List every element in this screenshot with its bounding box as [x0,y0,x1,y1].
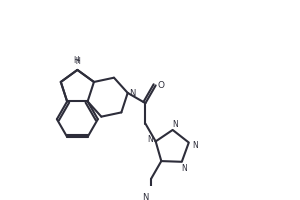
Text: N: N [172,120,178,129]
Text: N: N [147,135,153,144]
Text: N: N [192,141,198,150]
Text: H: H [76,57,81,66]
Text: O: O [158,81,165,90]
Text: N: N [181,164,187,173]
Text: H: H [74,56,79,65]
Text: N: N [129,89,136,98]
Text: N: N [142,193,149,200]
